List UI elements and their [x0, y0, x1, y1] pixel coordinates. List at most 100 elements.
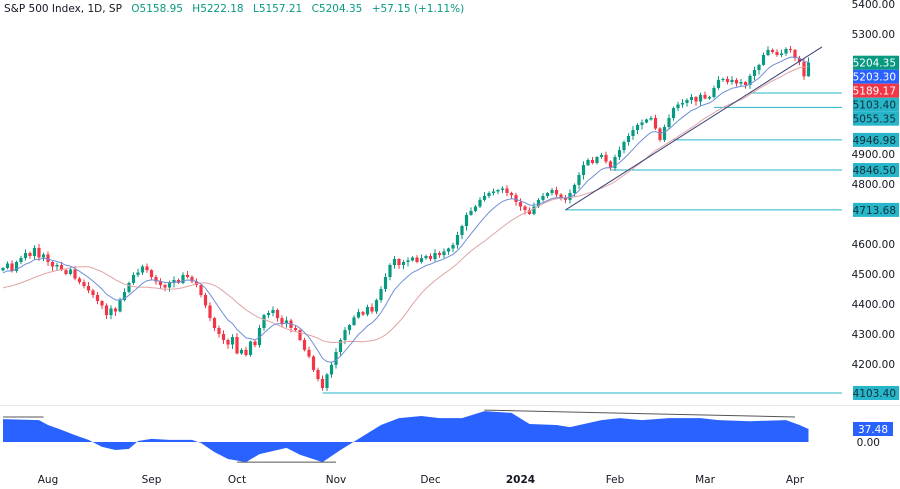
candle-down — [775, 52, 779, 55]
candle-up — [446, 248, 451, 252]
candle-down — [311, 356, 316, 370]
candle-up — [230, 337, 235, 345]
candle-up — [140, 266, 145, 273]
candle-up — [388, 265, 392, 277]
candle-down — [307, 349, 311, 357]
candle-up — [649, 118, 653, 120]
candle-down — [28, 253, 32, 256]
candle-down — [244, 349, 248, 355]
candle-down — [302, 340, 307, 350]
candle-up — [271, 310, 275, 313]
candle-down — [37, 247, 41, 258]
candle-down — [280, 318, 284, 324]
candle-up — [752, 70, 757, 76]
candle-up — [631, 130, 635, 136]
y-axis-tick-label: 4900.00 — [852, 149, 895, 161]
candle-down — [604, 154, 608, 162]
x-axis-tick-label: Sep — [142, 474, 162, 486]
candle-down — [658, 128, 662, 140]
candle-up — [172, 280, 176, 283]
candle-up — [55, 265, 59, 267]
candle-up — [365, 307, 370, 315]
candle-up — [464, 214, 469, 226]
candle-down — [523, 206, 527, 211]
close-price-label-bg — [853, 55, 899, 70]
candle-down — [77, 278, 82, 283]
candle-up — [617, 150, 622, 157]
candle-up — [167, 283, 172, 288]
candle-down — [275, 310, 280, 319]
candle-up — [766, 49, 770, 55]
ema-price-label: 5203.30 — [853, 72, 896, 84]
candle-up — [19, 258, 23, 262]
candle-down — [203, 295, 208, 306]
candle-up — [595, 157, 599, 163]
candle-up — [644, 119, 649, 123]
oscillator-divergence-line — [484, 409, 796, 418]
candle-up — [239, 349, 244, 354]
candle-down — [185, 274, 190, 277]
candle-down — [505, 188, 509, 193]
x-axis-tick-label: Aug — [38, 474, 59, 486]
candle-down — [316, 370, 320, 379]
level-price-label-bg — [853, 132, 899, 147]
candle-up — [613, 157, 617, 169]
candle-down — [397, 259, 401, 265]
x-axis-tick-label: Oct — [228, 474, 246, 486]
candle-up — [662, 127, 667, 140]
candle-up — [739, 82, 743, 84]
high-value: H5222.18 — [192, 3, 244, 15]
candle-up — [329, 364, 334, 375]
oscillator-area — [3, 411, 809, 463]
candle-up — [127, 283, 131, 292]
candle-up — [685, 100, 689, 103]
candle-up — [761, 55, 766, 65]
x-axis-tick-label: 2024 — [506, 474, 535, 486]
candle-down — [743, 82, 748, 85]
candle-up — [68, 269, 73, 274]
candle-up — [122, 292, 127, 301]
candle-down — [176, 280, 181, 283]
level-price-label: 4103.40 — [853, 388, 896, 400]
candle-up — [352, 317, 356, 325]
change-value: +57.15 (+1.11%) — [371, 3, 465, 15]
candle-down — [797, 58, 802, 62]
candle-down — [361, 312, 365, 315]
candle-up — [356, 312, 361, 318]
level-price-label-bg — [853, 202, 899, 217]
candle-up — [491, 191, 496, 193]
candle-up — [730, 79, 734, 82]
candle-up — [392, 259, 397, 265]
candle-up — [532, 206, 536, 214]
candle-up — [496, 190, 500, 192]
candle-down — [190, 277, 194, 282]
candle-down — [793, 49, 797, 58]
y-axis-tick-label: 5300.00 — [852, 29, 895, 41]
candle-up — [676, 104, 680, 109]
sma-price-label: 5189.17 — [853, 86, 896, 98]
candle-down — [10, 263, 14, 271]
candle-up — [5, 263, 10, 268]
y-axis-tick-label: 4800.00 — [852, 179, 895, 191]
x-axis-tick-label: Feb — [606, 474, 625, 486]
candle-up — [568, 193, 572, 200]
candle-up — [707, 97, 712, 99]
candle-up — [32, 247, 37, 256]
y-axis-tick-label: 4500.00 — [852, 269, 895, 281]
candle-down — [95, 295, 100, 301]
candle-down — [527, 210, 532, 214]
candle-down — [608, 161, 613, 169]
candle-up — [581, 165, 586, 175]
candle-up — [545, 193, 550, 196]
level-price-label-bg — [853, 385, 899, 400]
candle-up — [131, 274, 136, 283]
low-value: L5157.21 — [252, 3, 303, 15]
close-price-label: 5204.35 — [853, 58, 896, 70]
x-axis-tick-label: Mar — [695, 474, 715, 486]
candle-down — [217, 328, 221, 334]
candle-up — [334, 352, 338, 365]
y-axis-tick-label: 4600.00 — [852, 239, 895, 251]
sma-line — [2, 65, 809, 344]
candle-up — [343, 330, 347, 340]
